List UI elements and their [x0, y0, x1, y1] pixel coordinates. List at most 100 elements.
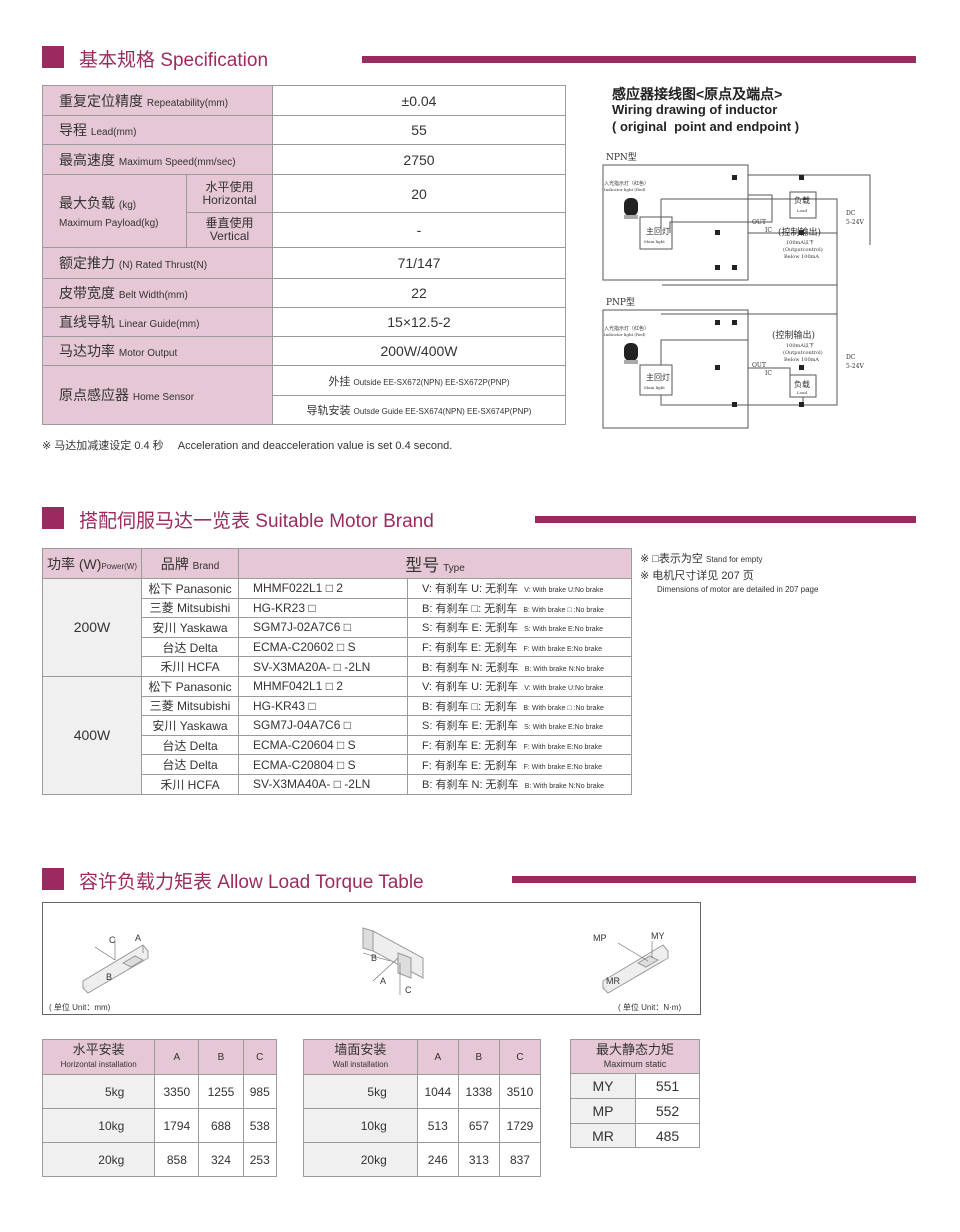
torque-value: 837: [498, 1142, 542, 1177]
load-cell: 20kg: [303, 1142, 418, 1177]
out-label: OUT: [752, 362, 766, 369]
label-my: MY: [651, 931, 665, 941]
torque-value: 858: [154, 1142, 200, 1177]
static-key: MY: [570, 1073, 636, 1099]
model-cell: ECMA-C20602 □ S: [238, 636, 408, 658]
static-header: 最大静态力矩 Maximum static: [570, 1039, 700, 1074]
load-cn: 负载: [794, 195, 810, 205]
brand-cell: 三菱 Mitsubishi: [141, 695, 239, 717]
load-cell: 5kg: [41, 1074, 156, 1109]
torque-value: 985: [242, 1074, 277, 1109]
brand-cell: 松下 Panasonic: [141, 578, 239, 599]
col-header: A: [416, 1039, 459, 1075]
torque-value: 688: [198, 1108, 244, 1143]
spec-value: ±0.04: [272, 85, 566, 116]
brand-cell: 台达 Delta: [141, 636, 239, 658]
power-cell: 200W: [42, 578, 142, 677]
motor-row: 禾川 HCFA SV-X3MA20A- □ -2LN B: 有刹车 N: 无刹车 B…: [43, 656, 632, 677]
section-bar: [512, 876, 916, 883]
static-torque-table: 最大静态力矩 Maximum static MY 551 MP 552 MR 485: [570, 1039, 700, 1148]
section-bar: [535, 516, 916, 523]
brake-cell: F: 有刹车 E: 无刹车 F: With brake E:No brake: [407, 636, 632, 658]
label-c: C: [109, 935, 116, 945]
torque-value: 246: [416, 1142, 459, 1177]
brake-cell: B: 有刹车 N: 无刹车 B: With brake N:No brake: [407, 773, 632, 795]
indicator-en: Indicator light (Red): [604, 187, 646, 192]
spec-label: 皮带宽度 Belt Width(mm): [42, 278, 273, 308]
brake-cell: B: 有刹车 □: 无刹车 B: With brake □ :No brake: [407, 597, 632, 619]
model-cell: SV-X3MA20A- □ -2LN: [238, 656, 408, 677]
sensor-outside: 外挂 Outside EE-SX672(NPN) EE-SX672P(PNP): [272, 365, 566, 396]
load-cell: 10kg: [41, 1108, 156, 1143]
load-cell: 10kg: [303, 1108, 418, 1143]
brake-cell: F: 有刹车 E: 无刹车 F: With brake E:No brake: [407, 734, 632, 756]
wiring-diagram: NPN型 PNP型 入光指示灯（红色） Indicator light (Red…: [602, 152, 871, 429]
col-header: C: [242, 1039, 277, 1075]
type-header: 型号 Type: [238, 548, 632, 579]
torque-value: 1794: [154, 1108, 200, 1143]
section-marker: [42, 507, 64, 529]
wiring-title-en: Wiring drawing of inductor: [612, 102, 778, 117]
brake-cell: F: 有刹车 E: 无刹车 F: With brake E:No brake: [407, 754, 632, 775]
brand-cell: 禾川 HCFA: [141, 773, 239, 795]
torque-row: 5kg 1044 1338 3510: [303, 1074, 542, 1109]
spec-label: 导程 Lead(mm): [42, 115, 273, 145]
motor-row: 200W 松下 Panasonic MHMF022L1 □ 2 V: 有刹车 U: 无…: [42, 578, 632, 677]
dc-label: DC: [846, 210, 856, 217]
section-marker: [42, 46, 64, 68]
brand-cell: 台达 Delta: [141, 754, 239, 775]
power-cell: 400W: [42, 675, 142, 795]
accel-note: ※ 马达加减速设定 0.4 秒 Acceleration and deaccel…: [42, 440, 453, 452]
spec-value: 2750: [272, 144, 566, 175]
main-light-cn: 主回灯: [646, 226, 670, 236]
brake-cell: B: 有刹车 N: 无刹车 B: With brake N:No brake: [407, 656, 632, 677]
spec-title: 基本规格 Specification: [79, 50, 269, 71]
torque-title: 容许负载力矩表 Allow Load Torque Table: [79, 872, 424, 893]
model-cell: ECMA-C20604 □ S: [238, 734, 408, 756]
main-light-en: Main light: [644, 239, 665, 244]
spec-value: 22: [272, 278, 566, 308]
dc-label: DC: [846, 354, 856, 361]
spec-value: 20: [272, 174, 566, 213]
torque-value: 253: [242, 1142, 277, 1177]
torque-diagram-box: A C B B A C MP MY MR ( 单位 Unit：mm) ( 单位 …: [42, 902, 701, 1015]
torque-row: 5kg 3350 1255 985: [41, 1074, 277, 1109]
model-cell: SGM7J-02A7C6 □: [238, 617, 408, 638]
load-en: Load: [797, 208, 807, 213]
torque-value: 1044: [416, 1074, 459, 1109]
torque-value: 538: [242, 1108, 277, 1143]
spec-value: -: [272, 212, 566, 248]
spec-label: 额定推力 (N) Rated Thrust(N): [42, 247, 273, 279]
torque-value: 3510: [498, 1074, 542, 1109]
note-dimensions: ※ 电机尺寸详见 207 页: [640, 570, 754, 582]
brand-cell: 松下 Panasonic: [141, 675, 239, 697]
label-b: B: [106, 972, 112, 982]
spec-label: 最高速度 Maximum Speed(mm/sec): [42, 144, 273, 175]
label-mp: MP: [593, 933, 607, 943]
section-marker: [42, 868, 64, 890]
note-empty: ※ □表示为空 Stand for empty: [640, 553, 763, 565]
horizontal-label: 水平使用 Horizontal: [186, 174, 273, 213]
wall-header: 墙面安装 Wall installation: [303, 1039, 418, 1075]
brand-header: 品牌 Brand: [141, 548, 239, 579]
col-header: B: [198, 1039, 244, 1075]
sensor-guide: 导轨安装 Outsde Guide EE-SX674(NPN) EE-SX674…: [272, 395, 566, 425]
label-c: C: [405, 985, 412, 995]
power-header: 功率 (W)Power(W): [42, 548, 142, 579]
section-bar: [362, 56, 916, 63]
torque-value: 1255: [198, 1074, 244, 1109]
model-cell: MHMF042L1 □ 2: [238, 675, 408, 697]
motor-row: 400W 松下 Panasonic MHMF042L1 □ 2 V: 有刹车 U: 无…: [42, 675, 632, 795]
torque-row: 20kg 246 313 837: [303, 1142, 542, 1177]
static-value: 552: [635, 1098, 700, 1124]
static-key: MP: [570, 1098, 636, 1124]
voltage-label: 5-24V: [846, 363, 864, 370]
load-cn: 负载: [794, 379, 810, 389]
torque-value: 324: [198, 1142, 244, 1177]
out-label: OUT: [752, 219, 766, 226]
voltage-label: 5-24V: [846, 219, 864, 226]
col-header: C: [498, 1039, 542, 1075]
wall-torque-table: 墙面安装 Wall installation A B C 5kg 1044 1338 3510 1…: [303, 1039, 542, 1177]
control-en: (Outputcontrol): [783, 246, 823, 253]
motor-row: 台达 Delta ECMA-C20804 □ S F: 有刹车 E: 无刹车 F: …: [43, 754, 632, 775]
